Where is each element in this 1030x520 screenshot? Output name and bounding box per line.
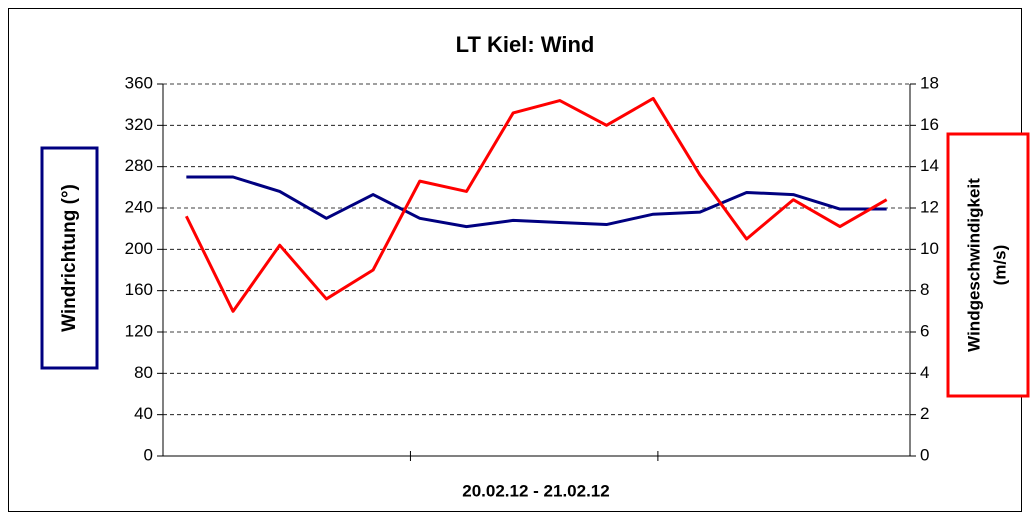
- y-tick-label: 240: [125, 197, 153, 216]
- y-tick-label: 120: [125, 321, 153, 340]
- y2-tick-label: 6: [920, 321, 929, 340]
- y-tick-label: 360: [125, 73, 153, 92]
- chart-title: LT Kiel: Wind: [456, 32, 595, 57]
- y2-tick-label: 4: [920, 363, 929, 382]
- y-tick-label: 280: [125, 156, 153, 175]
- x-axis-label: 20.02.12 - 21.02.12: [462, 481, 609, 500]
- y2-tick-label: 14: [920, 156, 939, 175]
- y2-tick-label: 12: [920, 197, 939, 216]
- y2-tick-label: 18: [920, 73, 939, 92]
- y2-tick-label: 10: [920, 239, 939, 258]
- y2-axis-label: (m/s): [990, 245, 1009, 286]
- y-axis-label: Windrichtung (°): [59, 184, 80, 332]
- y2-tick-label: 2: [920, 404, 929, 423]
- data-line: [184, 96, 888, 313]
- data-line: [186, 175, 887, 229]
- y2-axis-label-box: [946, 132, 1030, 398]
- y2-axis-label: Windgeschwindigkeit: [964, 178, 983, 352]
- y-tick-label: 0: [144, 445, 153, 464]
- y2-tick-label: 16: [920, 115, 939, 134]
- y-tick-label: 80: [134, 363, 153, 382]
- chart-border: [8, 8, 1022, 512]
- y-tick-label: 200: [125, 239, 153, 258]
- y2-tick-label: 8: [920, 280, 929, 299]
- y-tick-label: 40: [134, 404, 153, 423]
- y-tick-label: 320: [125, 115, 153, 134]
- y-tick-label: 160: [125, 280, 153, 299]
- y-axis-label-box: [40, 146, 99, 370]
- y2-tick-label: 0: [920, 445, 929, 464]
